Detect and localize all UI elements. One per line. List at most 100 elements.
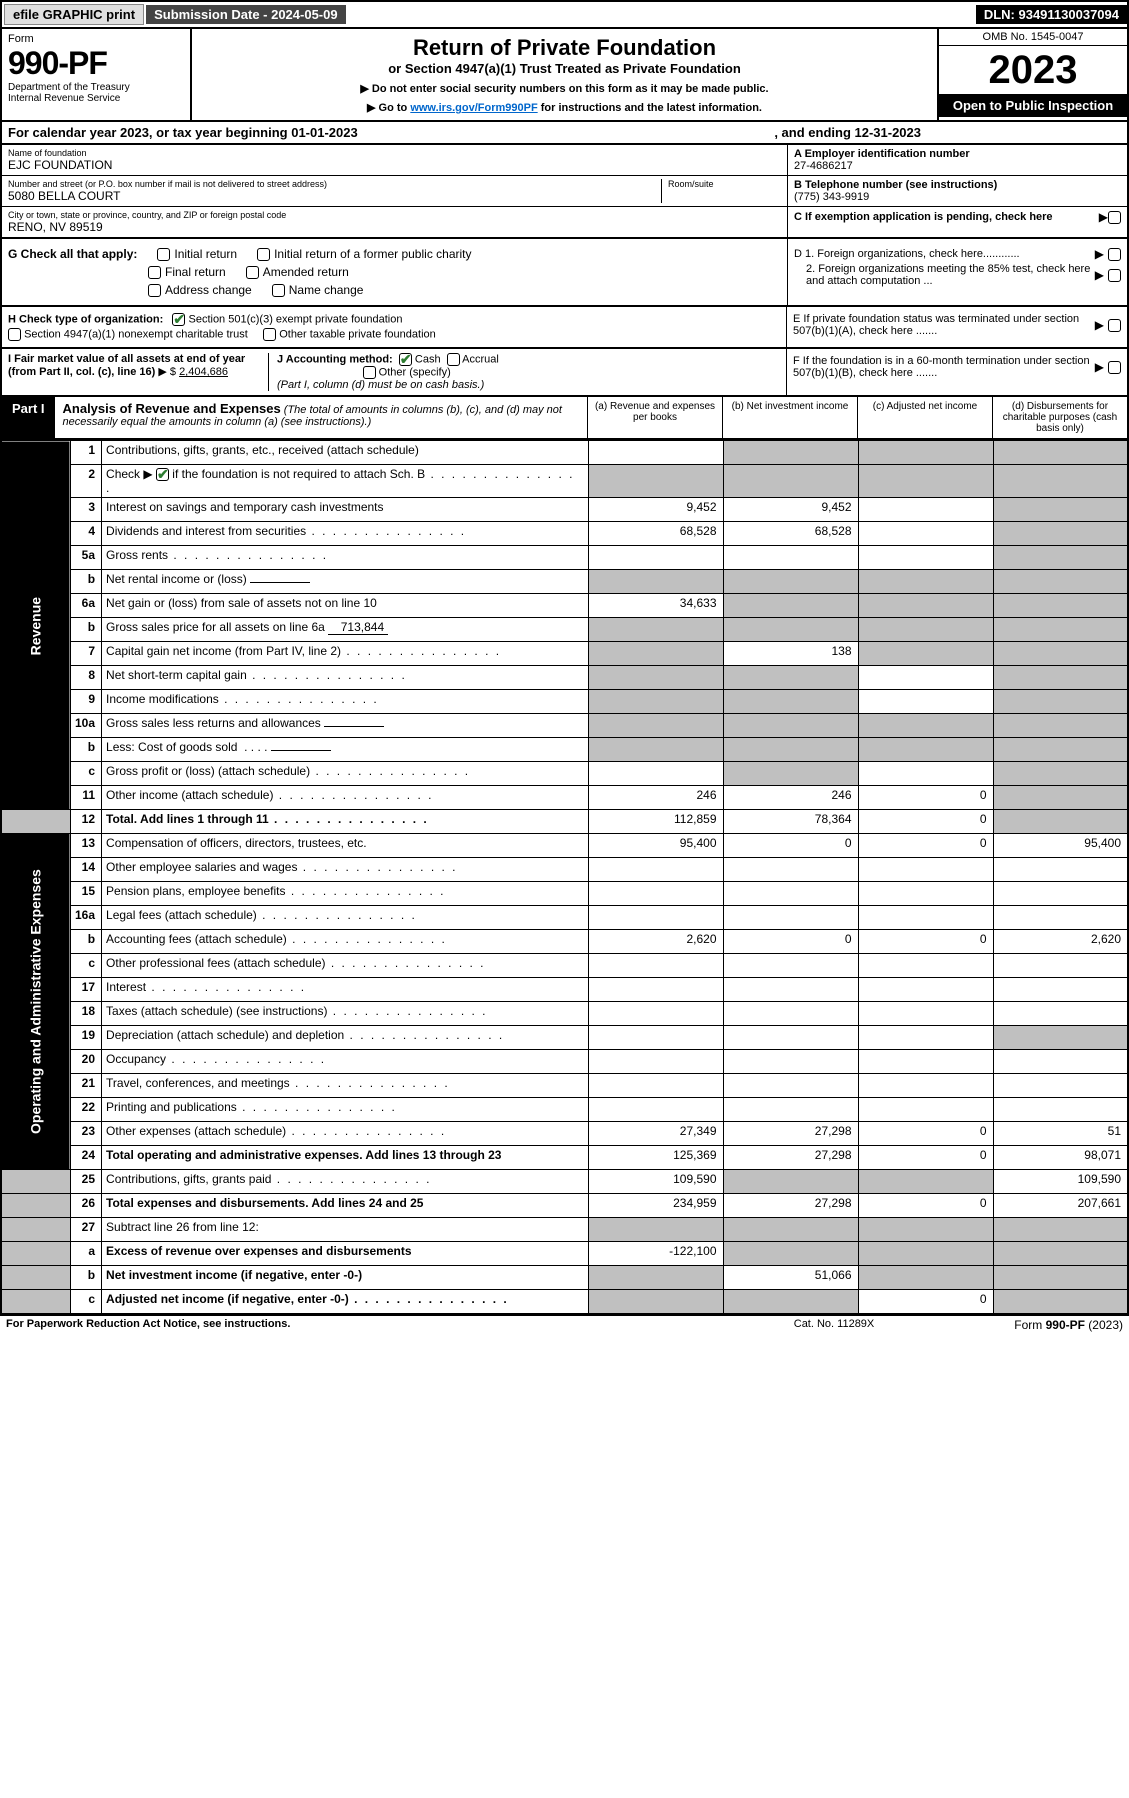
j-cash-checkbox[interactable]	[399, 353, 412, 366]
e-label: E If private foundation status was termi…	[793, 313, 1091, 337]
topbar: efile GRAPHIC print Submission Date - 20…	[0, 0, 1129, 29]
d2-checkbox[interactable]	[1108, 269, 1121, 282]
j-accrual: Accrual	[462, 353, 499, 365]
inline-field[interactable]	[250, 582, 310, 583]
d1-label: D 1. Foreign organizations, check here..…	[794, 248, 1091, 260]
hij-block: H Check type of organization: Section 50…	[0, 307, 1129, 349]
h3-checkbox[interactable]	[263, 328, 276, 341]
h3-label: Other taxable private foundation	[279, 328, 436, 340]
row-num: 4	[71, 522, 102, 546]
g-cb-amended[interactable]	[246, 266, 259, 279]
efile-btn[interactable]: efile GRAPHIC print	[4, 4, 144, 25]
f-label: F If the foundation is in a 60-month ter…	[793, 355, 1091, 379]
header-mid: Return of Private Foundation or Section …	[192, 29, 937, 120]
j-accrual-checkbox[interactable]	[447, 353, 460, 366]
g-label: G Check all that apply:	[8, 247, 137, 261]
f-checkbox[interactable]	[1108, 361, 1121, 374]
row-num: 13	[71, 834, 102, 858]
g-initial: Initial return	[174, 247, 237, 261]
cell: 0	[723, 834, 858, 858]
row-desc: Check ▶ if the foundation is not require…	[102, 465, 588, 498]
expenses-sidelabel: Operating and Administrative Expenses	[1, 834, 71, 1170]
fmv-value: 2,404,686	[179, 366, 228, 378]
analysis-table: Revenue 1 Contributions, gifts, grants, …	[0, 440, 1129, 1315]
h1-checkbox[interactable]	[172, 313, 185, 326]
tel-val: (775) 343-9919	[794, 191, 1121, 203]
part1-header: Part I Analysis of Revenue and Expenses …	[0, 397, 1129, 440]
revenue-sidelabel: Revenue	[1, 441, 71, 810]
inline-val: 713,844	[328, 620, 388, 635]
ein-label: A Employer identification number	[794, 148, 1121, 160]
room-label: Room/suite	[668, 179, 781, 189]
foundation-name: EJC FOUNDATION	[8, 158, 781, 172]
f-block: F If the foundation is in a 60-month ter…	[787, 349, 1127, 395]
city-val: RENO, NV 89519	[8, 220, 781, 234]
g-cb-initial[interactable]	[157, 248, 170, 261]
g-cb-name[interactable]	[272, 284, 285, 297]
g-name: Name change	[289, 283, 364, 297]
row-desc: Net short-term capital gain	[102, 666, 588, 690]
row-desc: Less: Cost of goods sold . . . .	[102, 738, 588, 762]
form-subtitle: or Section 4947(a)(1) Trust Treated as P…	[198, 61, 931, 76]
d-right: D 1. Foreign organizations, check here..…	[787, 239, 1127, 305]
j-other-checkbox[interactable]	[363, 366, 376, 379]
g-final: Final return	[165, 265, 226, 279]
row-desc: Income modifications	[102, 690, 588, 714]
row-desc: Capital gain net income (from Part IV, l…	[102, 642, 588, 666]
cell: 95,400	[588, 834, 723, 858]
row-num: 11	[71, 786, 102, 810]
d1-checkbox[interactable]	[1108, 248, 1121, 261]
row-num: 3	[71, 498, 102, 522]
g-cb-initial-former[interactable]	[257, 248, 270, 261]
form-title: Return of Private Foundation	[198, 35, 931, 61]
col-b-hdr: (b) Net investment income	[722, 397, 857, 438]
part1-title: Analysis of Revenue and Expenses	[63, 401, 281, 416]
footer-left: For Paperwork Reduction Act Notice, see …	[6, 1318, 290, 1332]
cell: 95,400	[993, 834, 1128, 858]
form-number: 990-PF	[8, 45, 184, 82]
omb: OMB No. 1545-0047	[939, 29, 1127, 46]
cell: 246	[588, 786, 723, 810]
calendar-bar: For calendar year 2023, or tax year begi…	[0, 122, 1129, 145]
inline-field[interactable]	[324, 726, 384, 727]
cell: 34,633	[588, 594, 723, 618]
header-left: Form 990-PF Department of the Treasury I…	[2, 29, 192, 120]
open-public: Open to Public Inspection	[939, 94, 1127, 117]
cell: 9,452	[723, 498, 858, 522]
g-cb-address[interactable]	[148, 284, 161, 297]
row-desc: Gross sales less returns and allowances	[102, 714, 588, 738]
h1-label: Section 501(c)(3) exempt private foundat…	[188, 313, 402, 325]
footer-mid: Cat. No. 11289X	[794, 1318, 875, 1332]
part1-label: Part I	[2, 397, 55, 438]
h2-label: Section 4947(a)(1) nonexempt charitable …	[24, 328, 248, 340]
instr2: ▶ Go to www.irs.gov/Form990PF for instru…	[198, 101, 931, 114]
inline-field[interactable]	[271, 750, 331, 751]
row-num: 10a	[71, 714, 102, 738]
instr-link[interactable]: www.irs.gov/Form990PF	[410, 102, 537, 114]
addr-label: Number and street (or P.O. box number if…	[8, 179, 661, 189]
cols-header: (a) Revenue and expenses per books (b) N…	[587, 397, 1127, 438]
row-desc: Interest on savings and temporary cash i…	[102, 498, 588, 522]
j-note: (Part I, column (d) must be on cash basi…	[277, 379, 484, 391]
schb-checkbox[interactable]	[156, 468, 169, 481]
d2-label: 2. Foreign organizations meeting the 85%…	[794, 263, 1091, 287]
j-cash: Cash	[415, 353, 441, 365]
g-address: Address change	[165, 283, 252, 297]
e-checkbox[interactable]	[1108, 319, 1121, 332]
h2-checkbox[interactable]	[8, 328, 21, 341]
pending-checkbox[interactable]	[1108, 211, 1121, 224]
row-num: 9	[71, 690, 102, 714]
dln: DLN: 93491130037094	[976, 5, 1127, 24]
row-num: c	[71, 762, 102, 786]
instr2-post: for instructions and the latest informat…	[541, 102, 762, 114]
cell: 78,364	[723, 810, 858, 834]
row-num: 7	[71, 642, 102, 666]
cell: 0	[858, 834, 993, 858]
arrow-icon: ▶	[1099, 210, 1108, 224]
cell: 9,452	[588, 498, 723, 522]
ein-val: 27-4686217	[794, 160, 1121, 172]
row-num: 8	[71, 666, 102, 690]
arrow-icon: ▶	[1095, 360, 1104, 374]
g-block: G Check all that apply: Initial return I…	[0, 239, 1129, 307]
g-cb-final[interactable]	[148, 266, 161, 279]
